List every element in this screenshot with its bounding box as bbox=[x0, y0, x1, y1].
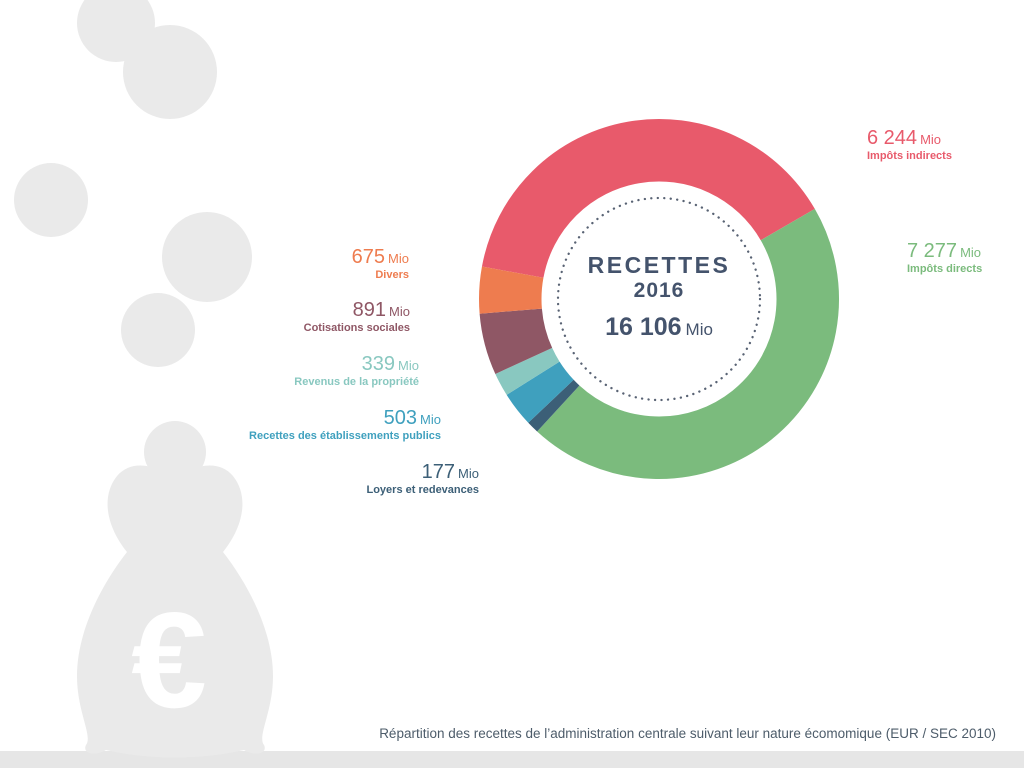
donut-segments bbox=[479, 119, 839, 479]
chart-total: 16 106 Mio bbox=[539, 313, 779, 345]
donut-segment-6 bbox=[479, 266, 544, 314]
total-value: 16 106 bbox=[605, 313, 682, 341]
donut-segment-0 bbox=[481, 119, 815, 279]
donut-segment-3 bbox=[506, 360, 575, 423]
donut-segment-1 bbox=[537, 208, 839, 479]
segment-label-divers: 675 Mio Divers bbox=[351, 246, 409, 281]
segment-label-revenus-propriete: 339 Mio Revenus de la propriété bbox=[294, 353, 419, 388]
donut-segment-2 bbox=[528, 379, 580, 432]
donut-segment-5 bbox=[479, 307, 553, 374]
total-unit: Mio bbox=[685, 320, 713, 339]
footer-bar bbox=[0, 751, 1024, 768]
euro-sign-icon: € bbox=[131, 584, 207, 736]
chart-center-text: RECETTES 2016 16 106 Mio bbox=[539, 252, 779, 345]
segment-label-cotisations-sociales: 891 Mio Cotisations sociales bbox=[303, 299, 410, 334]
segment-label-impots-indirects: 6 244 Mio Impôts indirects bbox=[867, 127, 952, 162]
money-bag-icon bbox=[77, 421, 273, 758]
donut-segment-4 bbox=[495, 347, 560, 395]
chart-year: 2016 bbox=[633, 279, 685, 302]
chart-caption: Répartition des recettes de l’administra… bbox=[379, 726, 996, 741]
chart-title: RECETTES bbox=[587, 252, 731, 278]
coin-circles-icon bbox=[14, 0, 252, 367]
segment-label-loyers-redevances: 177 Mio Loyers et redevances bbox=[366, 461, 479, 496]
dotted-inner-ring bbox=[556, 196, 762, 402]
segment-label-impots-directs: 7 277 Mio Impôts directs bbox=[907, 240, 983, 275]
segment-label-recettes-etablissements-publics: 503 Mio Recettes des établissements publi… bbox=[249, 407, 441, 442]
